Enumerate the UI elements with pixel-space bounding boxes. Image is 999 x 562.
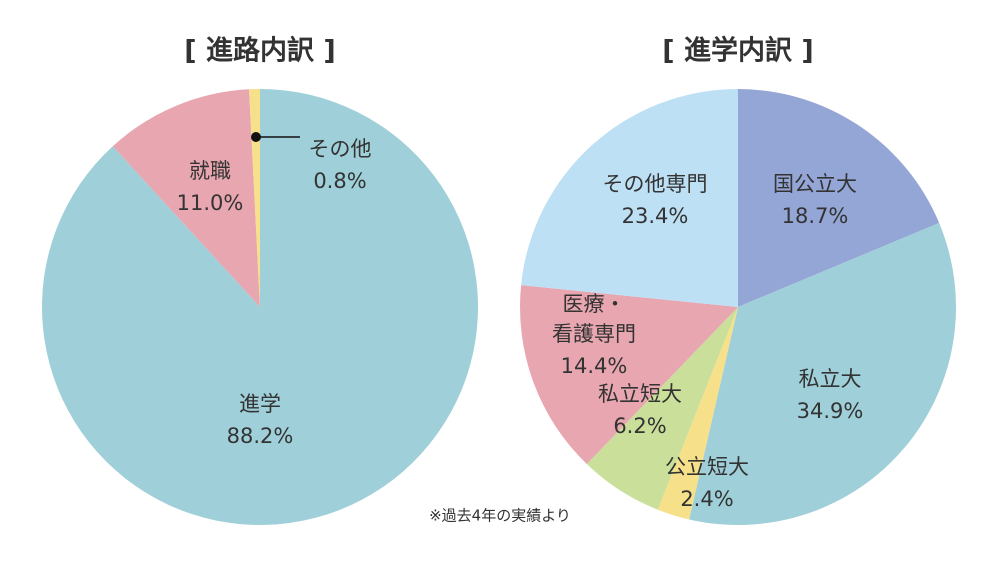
slice-label: 進学 [239, 392, 281, 416]
slice-label: 医療・看護専門 [552, 292, 636, 346]
slice-label: その他 [309, 137, 372, 161]
value-label: 14.4% [561, 354, 628, 378]
value-label: 34.9% [797, 399, 864, 423]
slice-label: 国公立大 [773, 172, 857, 196]
value-label: 88.2% [227, 424, 294, 448]
value-label: 23.4% [622, 204, 689, 228]
slice-label: 私立大 [799, 367, 862, 391]
pie-slice [521, 89, 738, 307]
value-label: 0.8% [313, 169, 366, 193]
pie-slice [689, 222, 956, 525]
slice-label: その他専門 [603, 172, 708, 196]
chart-title: [ 進学内訳 ] [662, 35, 813, 67]
value-label: 18.7% [782, 204, 849, 228]
slice-label: 私立短大 [598, 382, 682, 406]
value-label: 11.0% [177, 191, 244, 215]
pie-slice [657, 307, 738, 520]
pie-slice [586, 307, 738, 510]
pie-slice [249, 89, 260, 307]
pie-slice [738, 89, 940, 307]
value-label: 6.2% [613, 414, 666, 438]
slice-label: 就職 [189, 159, 231, 183]
pie-slice [112, 89, 260, 307]
slice-label: 公立短大 [665, 455, 749, 479]
footnote: ※過去4年の実績より [429, 507, 571, 525]
chart-title: [ 進路内訳 ] [184, 35, 335, 67]
pie-slice [520, 285, 738, 465]
value-label: 2.4% [680, 487, 733, 511]
leader-dot [251, 132, 261, 142]
